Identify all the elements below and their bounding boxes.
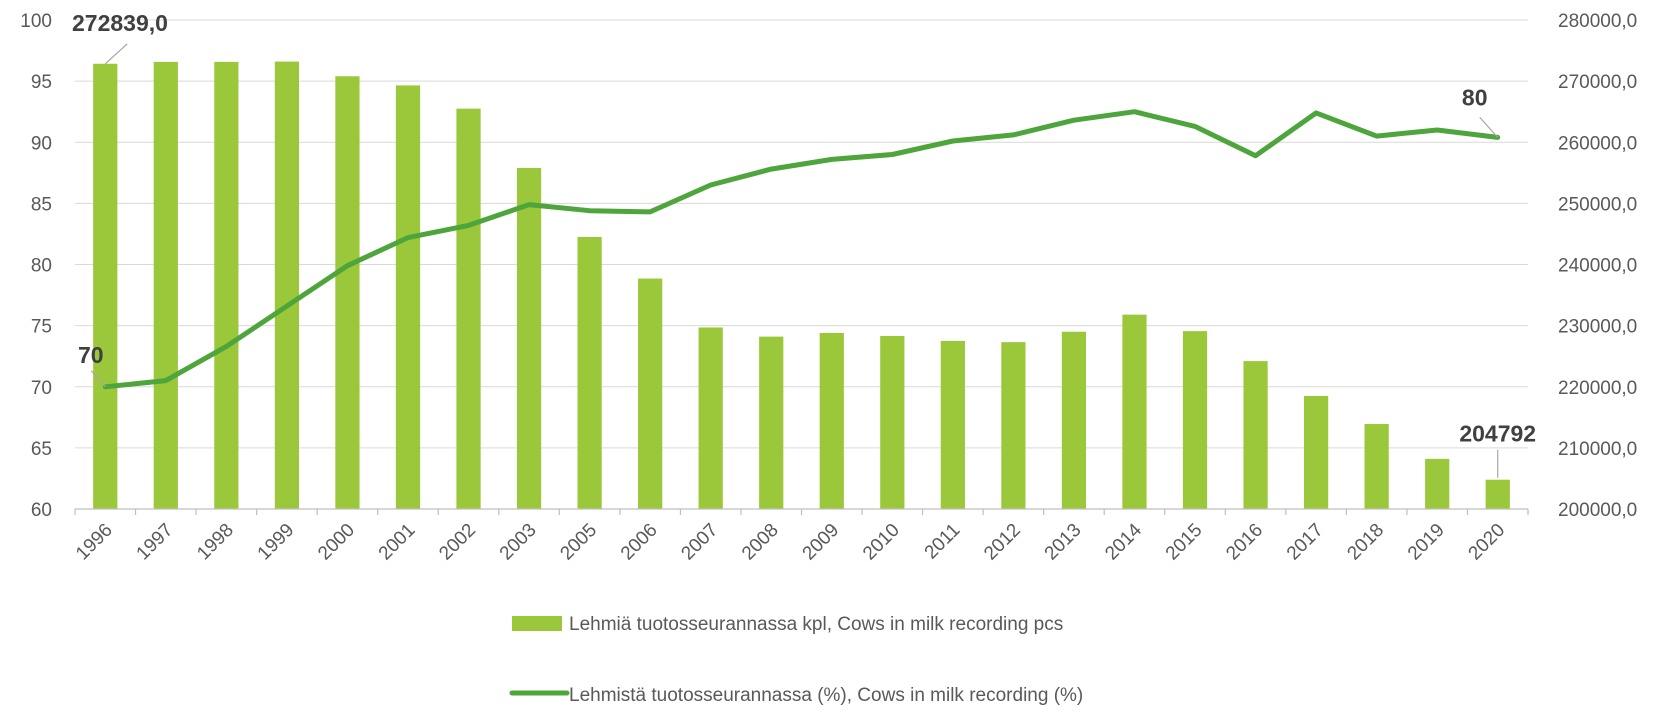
y-left-tick-label: 60: [31, 500, 52, 521]
legend-label-bars: Lehmiä tuotosseurannassa kpl, Cows in mi…: [569, 614, 1063, 635]
bar: [1243, 361, 1268, 509]
bar: [93, 63, 118, 510]
bar: [1485, 479, 1510, 509]
bar: [274, 61, 300, 509]
legend-swatch-bars: [512, 616, 562, 631]
y-left-tick-label: 70: [31, 378, 52, 399]
y-axis-right: 200000,0 210000,0 220000,0 230000,0 240000,0…: [1558, 11, 1637, 521]
bar: [1364, 424, 1389, 509]
data-label: 272839,0: [72, 10, 168, 36]
line-path: [102, 109, 1501, 390]
y-right-tick-label: 250000,0: [1558, 194, 1637, 215]
x-tick-label: 1997: [133, 520, 178, 565]
bar: [1061, 331, 1087, 509]
x-tick-label: 2010: [859, 520, 904, 565]
legend: Lehmiä tuotosseurannassa kpl, Cows in mi…: [509, 614, 1083, 706]
bar: [335, 76, 360, 510]
data-label: 204792: [1459, 421, 1536, 447]
x-axis: 1996 1997 1998 1999 2000 2001 2002 2003 2005 2006…: [72, 508, 1529, 565]
bar: [516, 167, 542, 510]
leader-line: [90, 370, 106, 388]
bar: [577, 236, 602, 509]
bar: [214, 61, 239, 509]
x-tick-label: 2015: [1162, 520, 1207, 565]
x-tick-label: 1998: [193, 520, 238, 565]
x-tick-label: 2017: [1283, 520, 1328, 565]
y-right-tick-label: 220000,0: [1558, 378, 1637, 399]
y-right-tick-label: 230000,0: [1558, 317, 1637, 338]
leader-line: [104, 43, 128, 65]
x-tick-label: 2020: [1465, 520, 1510, 565]
bar-series: [93, 61, 1510, 510]
bar: [940, 340, 965, 509]
bar: [395, 85, 421, 509]
x-tick-label: 2002: [435, 520, 480, 565]
x-tick-label: 2016: [1222, 520, 1267, 565]
line-series: [102, 109, 1501, 390]
y-left-tick-label: 80: [31, 256, 52, 277]
x-tick-label: 2019: [1404, 520, 1449, 565]
bar: [819, 332, 844, 509]
gridlines: [75, 19, 1528, 449]
x-tick-label: 2009: [799, 520, 844, 565]
y-left-tick-label: 85: [31, 194, 52, 215]
data-label: 70: [78, 342, 104, 368]
x-tick-label: 2006: [617, 520, 662, 565]
x-tick-label: 2014: [1101, 519, 1146, 564]
bar: [1182, 331, 1208, 509]
bar: [1425, 458, 1450, 509]
y-axis-left: 60 65 70 75 80 85 90 95 100: [20, 11, 52, 521]
legend-item-line[interactable]: Lehmistä tuotosseurannassa (%), Cows in …: [509, 685, 1083, 706]
bar: [638, 278, 663, 509]
x-tick-label: 2012: [980, 520, 1025, 565]
y-right-tick-label: 210000,0: [1558, 439, 1637, 460]
legend-label-line: Lehmistä tuotosseurannassa (%), Cows in …: [569, 685, 1083, 706]
y-left-tick-label: 75: [31, 317, 52, 338]
x-tick-label: 2008: [738, 520, 783, 565]
x-tick-label: 2003: [496, 520, 541, 565]
x-tick-label: 2018: [1343, 520, 1388, 565]
x-tick-label: 2011: [921, 520, 965, 564]
data-label: 80: [1462, 84, 1488, 110]
y-left-tick-label: 65: [31, 439, 52, 460]
x-tick-label: 1996: [72, 520, 117, 565]
leader-line: [1479, 116, 1499, 138]
bar: [153, 61, 178, 509]
y-right-tick-label: 240000,0: [1558, 256, 1637, 277]
x-tick-label: 1999: [254, 520, 299, 565]
y-right-tick-label: 260000,0: [1558, 133, 1637, 154]
x-tick-label: 2001: [375, 520, 420, 565]
bar: [880, 336, 905, 509]
bar: [1303, 395, 1329, 509]
y-left-tick-label: 90: [31, 133, 52, 154]
y-left-tick-label: 100: [20, 11, 52, 32]
bar: [759, 336, 784, 509]
bar: [456, 108, 481, 509]
x-tick-label: 2013: [1041, 520, 1086, 565]
y-right-tick-label: 270000,0: [1558, 72, 1637, 93]
x-tick-label: 2007: [677, 520, 722, 565]
bar: [1122, 314, 1147, 509]
y-left-tick-label: 95: [31, 72, 52, 93]
bar: [1001, 342, 1026, 509]
y-right-tick-label: 280000,0: [1558, 11, 1637, 32]
legend-item-bars[interactable]: Lehmiä tuotosseurannassa kpl, Cows in mi…: [512, 614, 1063, 635]
data-annotations: 272839,0 204792 70 80: [72, 10, 1536, 478]
y-right-tick-label: 200000,0: [1558, 500, 1637, 521]
bar: [698, 327, 723, 509]
x-tick-label: 2005: [556, 520, 601, 565]
x-tick-label: 2000: [314, 520, 359, 565]
